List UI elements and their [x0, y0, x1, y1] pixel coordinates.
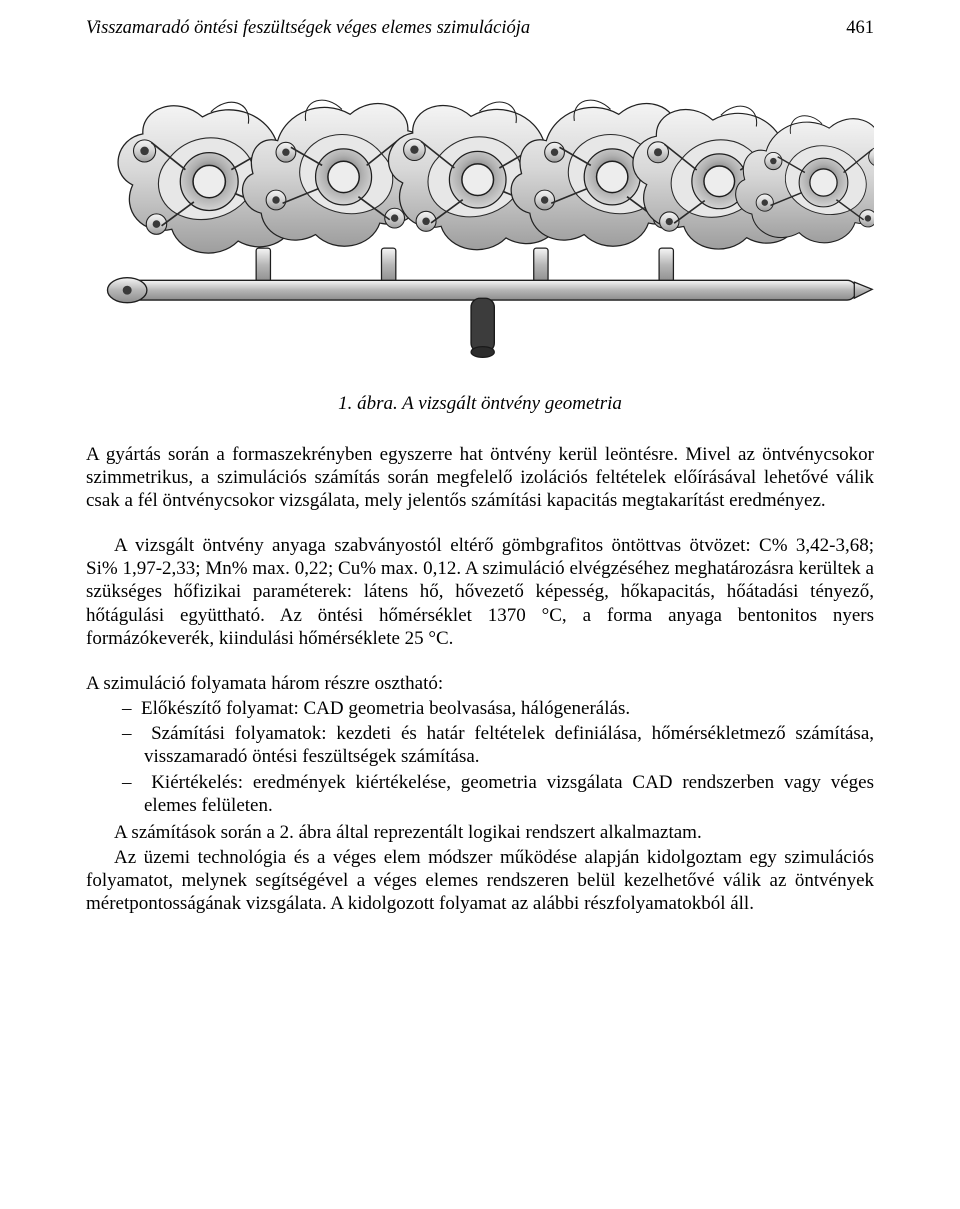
figure-1 [86, 69, 874, 365]
paragraph-2: A vizsgált öntvény anyaga szabványostól … [86, 534, 874, 650]
process-list: Előkészítő folyamat: CAD geometria beolv… [86, 697, 874, 817]
paragraph-1: A gyártás során a formaszekrényben egysz… [86, 443, 874, 513]
paragraph-after-2: Az üzemi technológia és a véges elem mód… [86, 846, 874, 916]
page: Visszamaradó öntési feszültségek véges e… [0, 0, 960, 958]
list-item: Előkészítő folyamat: CAD geometria beolv… [144, 697, 874, 720]
page-number: 461 [846, 18, 874, 39]
list-item: Kiértékelés: eredmények kiértékelése, ge… [144, 771, 874, 817]
running-header: Visszamaradó öntési feszültségek véges e… [86, 18, 874, 39]
paragraph-after-1: A számítások során a 2. ábra által repre… [86, 821, 874, 844]
casting-tree-illustration [86, 69, 874, 365]
list-lead: A szimuláció folyamata három részre oszt… [86, 672, 874, 695]
list-item: Számítási folyamatok: kezdeti és határ f… [144, 722, 874, 768]
runner-bar [122, 280, 856, 300]
figure-1-caption: 1. ábra. A vizsgált öntvény geometria [86, 393, 874, 415]
running-title: Visszamaradó öntési feszültségek véges e… [86, 18, 530, 39]
central-sprue [471, 298, 494, 352]
